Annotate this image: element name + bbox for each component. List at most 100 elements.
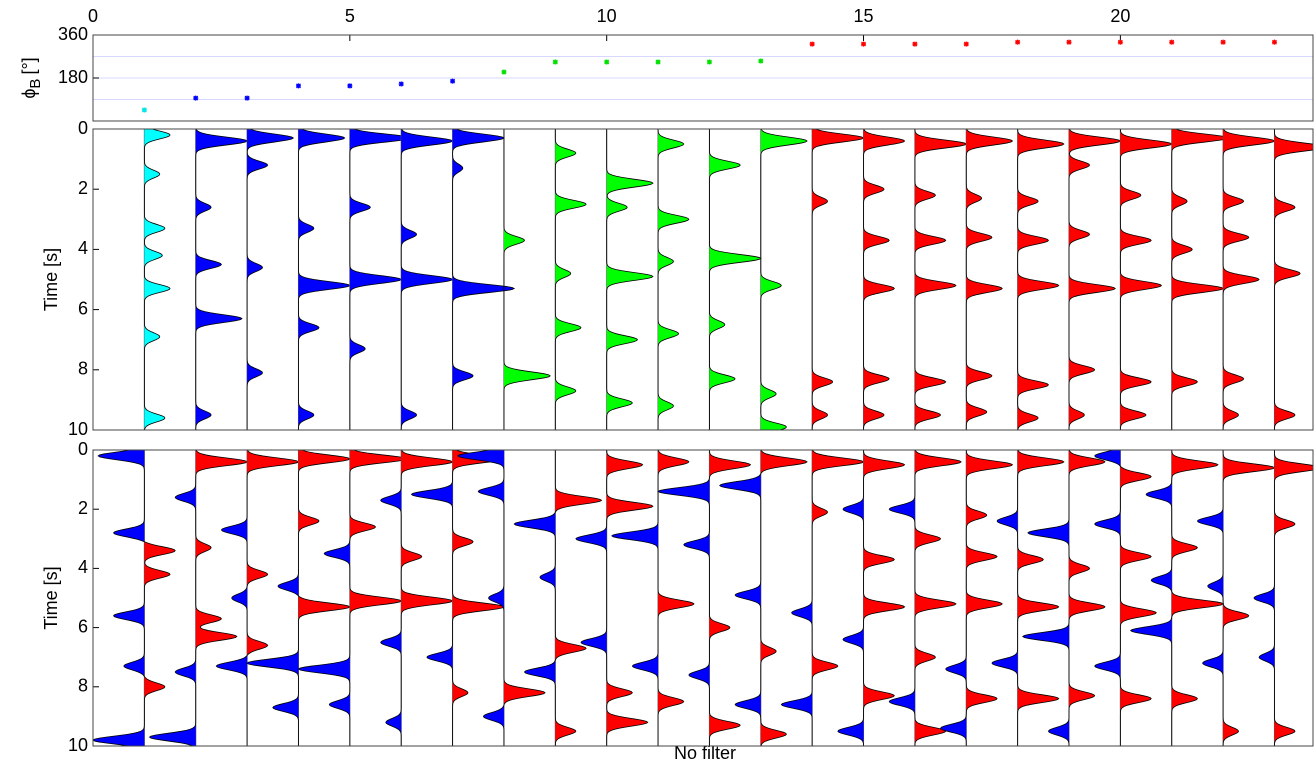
- trace-line: [452, 129, 516, 430]
- trace-positive-fill: [1171, 129, 1229, 430]
- trace-positive-fill: [1171, 450, 1224, 746]
- trace-line: [657, 129, 690, 430]
- trace-line: [863, 129, 906, 430]
- trace-line: [143, 129, 171, 430]
- trace-positive-fill: [606, 129, 653, 430]
- trace-positive-fill: [966, 450, 1013, 746]
- y-tick-label: 4: [78, 557, 88, 577]
- point: [1117, 39, 1123, 45]
- trace-line: [940, 450, 1014, 746]
- trace-negative-fill: [781, 450, 813, 746]
- trace-negative-fill: [298, 450, 350, 746]
- trace-line: [246, 450, 351, 746]
- trace-positive-fill: [709, 129, 761, 430]
- trace-positive-fill: [812, 129, 864, 430]
- y-tick-label: 6: [78, 298, 88, 318]
- point: [1220, 39, 1226, 45]
- y-tick-label: 0: [78, 439, 88, 459]
- trace-line: [1129, 450, 1224, 746]
- point: [193, 95, 199, 101]
- panel-frame: [92, 34, 1314, 122]
- point: [450, 78, 456, 84]
- trace-line: [513, 450, 603, 746]
- trace-positive-fill: [144, 450, 176, 746]
- trace-line: [215, 450, 300, 746]
- trace-positive-fill: [298, 129, 350, 430]
- trace-line: [719, 450, 808, 746]
- trace-line: [1171, 129, 1230, 430]
- trace-positive-fill: [555, 129, 587, 430]
- x-tick-label: 0: [88, 6, 98, 26]
- trace-positive-fill: [144, 129, 171, 430]
- y-tick-label: 0: [78, 118, 88, 138]
- trace-positive-fill: [1223, 129, 1275, 430]
- trace-positive-fill: [606, 450, 653, 746]
- trace-line: [888, 450, 962, 746]
- point: [295, 83, 301, 89]
- trace-line: [575, 450, 654, 746]
- y-axis-label: Time [s]: [41, 248, 61, 311]
- trace-line: [1274, 129, 1313, 430]
- x-tick-label: 20: [1110, 6, 1130, 26]
- trace-positive-fill: [914, 129, 967, 430]
- trace-negative-fill: [514, 450, 556, 746]
- trace-positive-fill: [503, 129, 551, 430]
- trace-line: [760, 129, 808, 430]
- trace-line: [965, 129, 1014, 430]
- trace-line: [148, 450, 248, 746]
- trace-negative-fill: [889, 450, 915, 746]
- point: [706, 59, 712, 65]
- trace-negative-fill: [719, 450, 761, 746]
- trace-positive-fill: [863, 129, 905, 430]
- point: [347, 83, 353, 89]
- trace-line: [246, 129, 295, 430]
- trace-line: [611, 450, 695, 746]
- y-tick-label: 4: [78, 238, 88, 258]
- point: [552, 59, 558, 65]
- x-tick-label: 10: [597, 6, 617, 26]
- trace-line: [914, 129, 968, 430]
- point: [398, 81, 404, 87]
- trace-negative-fill: [149, 450, 196, 746]
- trace-line: [709, 129, 762, 430]
- y-tick-label: 360: [58, 24, 88, 44]
- panel-frame: [92, 128, 1314, 431]
- trace-line: [1119, 129, 1173, 430]
- trace-positive-fill: [812, 450, 864, 746]
- point: [1066, 39, 1072, 45]
- annotation: No filter: [674, 743, 736, 759]
- trace-line: [93, 450, 176, 746]
- point: [141, 107, 147, 113]
- trace-line: [554, 129, 587, 430]
- trace-positive-fill: [658, 129, 689, 430]
- trace-negative-fill: [1197, 450, 1224, 746]
- trace-negative-fill: [575, 450, 607, 746]
- trace-positive-fill: [914, 450, 962, 746]
- point: [244, 95, 250, 101]
- trace-line: [991, 450, 1065, 746]
- trace-line: [1094, 450, 1157, 746]
- trace-positive-fill: [1069, 450, 1105, 746]
- y-tick-label: 6: [78, 616, 88, 636]
- trace-line: [811, 129, 865, 430]
- trace-line: [410, 450, 505, 746]
- trace-line: [1017, 129, 1065, 430]
- point: [655, 59, 661, 65]
- y-tick-label: 8: [78, 359, 88, 379]
- trace-line: [297, 450, 408, 746]
- y-axis-label-part: ϕ: [19, 89, 39, 99]
- point: [1271, 39, 1277, 45]
- y-axis-label-part: B: [27, 79, 44, 89]
- trace-positive-fill: [349, 129, 412, 430]
- trace-positive-fill: [247, 129, 294, 430]
- point: [963, 41, 969, 47]
- y-axis-label-part: [°]: [19, 57, 39, 74]
- panel-frame: [92, 449, 1314, 747]
- point: [912, 41, 918, 47]
- trace-positive-fill: [503, 450, 546, 746]
- trace-group: [143, 129, 1313, 430]
- trace-line: [1222, 129, 1276, 430]
- trace-positive-fill: [555, 450, 602, 746]
- point: [1169, 39, 1175, 45]
